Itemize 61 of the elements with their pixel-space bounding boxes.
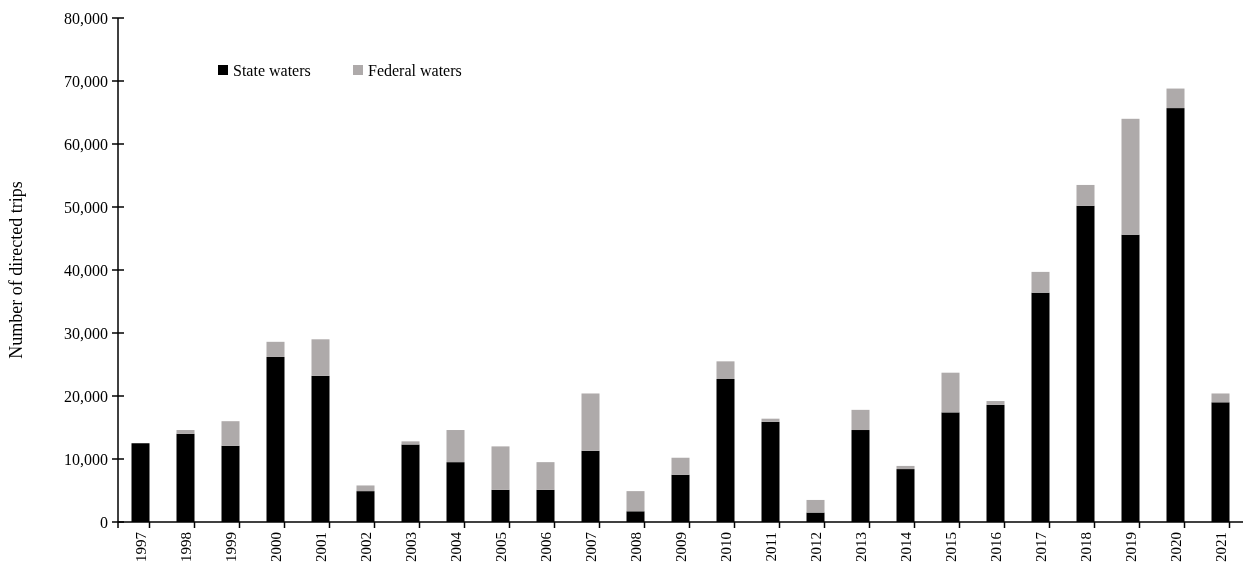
bar [581,393,600,451]
x-tick-label: 2011 [762,532,779,562]
x-tick-label: 2015 [942,532,959,562]
x-tick-label: 2000 [267,532,284,562]
bar [941,372,960,413]
x-tick-label: 2012 [807,532,824,562]
bar [491,446,510,490]
x-tick-label: 2006 [537,531,554,562]
bar [1211,393,1230,403]
bar [761,418,780,422]
bar [221,421,240,446]
bar [671,457,690,475]
x-tick-label: 2018 [1077,532,1094,562]
y-tick-label: 60,000 [64,135,108,153]
bar [356,485,375,492]
bar [806,499,825,513]
x-tick-label: 2007 [582,531,599,562]
y-tick-label: 10,000 [64,450,108,468]
x-tick-label: 1998 [177,532,194,562]
bar [1166,88,1185,109]
x-tick-label: 2010 [717,532,734,562]
bar [311,339,330,376]
bar [986,401,1005,405]
y-tick-label: 80,000 [64,9,108,27]
x-tick-label: 2009 [672,532,689,562]
x-tick-label: 2013 [852,532,869,562]
x-tick-label: 2001 [312,532,329,562]
y-tick-label: 0 [100,513,108,531]
x-tick-label: 2004 [447,531,464,562]
x-tick-label: 2008 [627,532,644,562]
x-tick-label: 2005 [492,532,509,562]
y-tick-label: 70,000 [64,72,108,90]
bar [1031,271,1050,293]
legend-label: Federal waters [368,61,462,79]
bar [176,430,195,434]
x-tick-label: 2002 [357,532,374,562]
x-tick-label: 2003 [402,532,419,562]
bar [401,441,420,445]
bar [626,491,645,512]
x-tick-label: 2020 [1167,532,1184,562]
x-tick-label: 2017 [1032,531,1049,562]
y-axis-title: Number of directed trips [6,181,26,359]
y-tick-label: 20,000 [64,387,108,405]
x-tick-label: 1997 [132,531,149,562]
x-tick-label: 2019 [1122,532,1139,562]
y-tick-label: 30,000 [64,324,108,342]
bar [716,361,735,379]
bar [851,409,870,431]
bar [536,462,555,490]
x-tick-label: 1999 [222,532,239,562]
y-tick-label: 40,000 [64,261,108,279]
x-tick-label: 2016 [987,531,1004,562]
bar [446,430,465,463]
bar [1121,118,1140,235]
bar [266,341,285,357]
y-tick-label: 50,000 [64,198,108,216]
x-tick-label: 2014 [897,531,914,562]
bar [896,465,915,470]
x-tick-label: 2021 [1212,532,1229,562]
bar [1076,184,1095,206]
legend-label: State waters [233,61,311,79]
